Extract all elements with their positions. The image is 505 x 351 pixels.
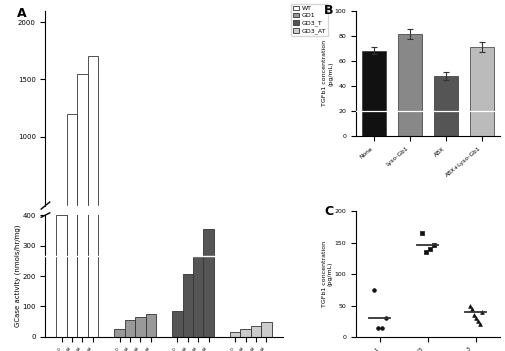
Bar bbox=[77, 0, 88, 337]
Bar bbox=[230, 250, 240, 251]
Bar bbox=[125, 245, 135, 251]
Bar bbox=[240, 249, 251, 251]
Bar bbox=[135, 244, 145, 251]
Bar bbox=[57, 215, 67, 337]
Bar bbox=[193, 256, 204, 337]
Bar bbox=[193, 221, 204, 251]
Bar bbox=[398, 34, 422, 136]
Point bbox=[478, 309, 486, 314]
Point bbox=[476, 322, 484, 327]
Text: C: C bbox=[324, 205, 333, 218]
Bar bbox=[77, 74, 88, 251]
Bar bbox=[114, 249, 125, 251]
Y-axis label: GCase activity (nmols/hr/mg): GCase activity (nmols/hr/mg) bbox=[14, 225, 21, 327]
Bar bbox=[204, 229, 214, 337]
Bar bbox=[182, 274, 193, 337]
Bar bbox=[172, 242, 182, 251]
Point bbox=[474, 318, 482, 324]
Bar bbox=[57, 206, 67, 251]
Point bbox=[426, 246, 434, 252]
Point bbox=[418, 231, 426, 236]
Point bbox=[382, 315, 390, 321]
Bar bbox=[261, 246, 272, 251]
Y-axis label: TGFb1 concentration
(pg/mL): TGFb1 concentration (pg/mL) bbox=[322, 241, 333, 307]
Bar bbox=[204, 211, 214, 251]
Bar bbox=[135, 317, 145, 337]
Bar bbox=[182, 228, 193, 251]
Bar bbox=[240, 329, 251, 337]
Bar bbox=[145, 243, 156, 251]
Bar bbox=[230, 332, 240, 337]
Point bbox=[470, 312, 478, 318]
Legend: WT, GD1, GD3_T, GD3_AT: WT, GD1, GD3_T, GD3_AT bbox=[291, 4, 328, 36]
Y-axis label: TGFb1 concentration
(pg/mL): TGFb1 concentration (pg/mL) bbox=[322, 40, 333, 106]
Bar bbox=[434, 76, 458, 136]
Text: B: B bbox=[324, 4, 334, 17]
Point bbox=[468, 306, 476, 312]
Bar bbox=[67, 0, 77, 337]
Bar bbox=[251, 326, 261, 337]
Point bbox=[466, 303, 474, 309]
Text: A: A bbox=[17, 7, 27, 20]
Bar bbox=[114, 329, 125, 337]
Bar bbox=[67, 114, 77, 251]
Bar bbox=[172, 311, 182, 337]
Bar bbox=[88, 57, 98, 251]
Point bbox=[472, 315, 480, 321]
Bar bbox=[261, 322, 272, 337]
Point bbox=[378, 325, 386, 330]
Bar bbox=[470, 47, 494, 136]
Point bbox=[422, 250, 430, 255]
Point bbox=[430, 242, 438, 247]
Bar bbox=[145, 314, 156, 337]
Point bbox=[370, 287, 378, 293]
Point bbox=[374, 325, 382, 330]
Bar bbox=[362, 51, 385, 136]
Bar bbox=[88, 0, 98, 337]
Bar bbox=[251, 247, 261, 251]
Bar bbox=[125, 320, 135, 337]
